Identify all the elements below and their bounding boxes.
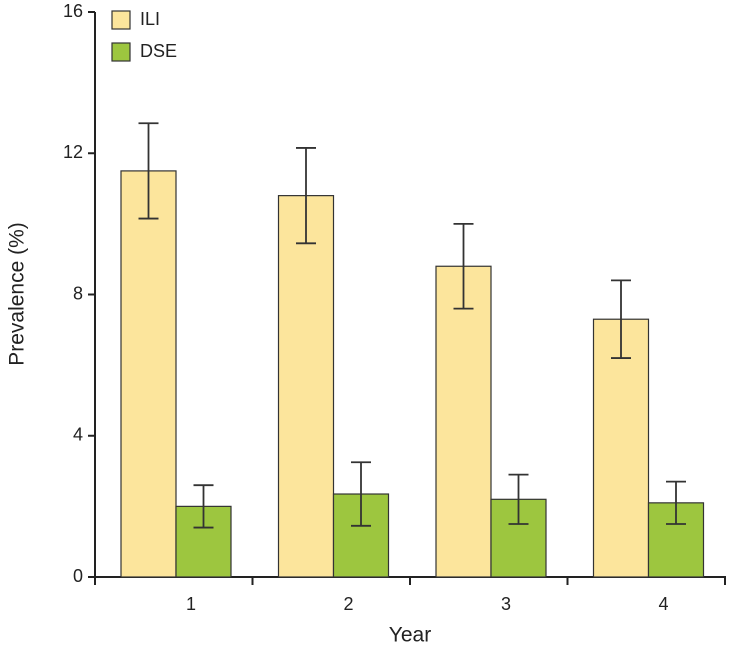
y-tick-label: 4 [73, 425, 83, 445]
error-bar [193, 484, 214, 529]
error-bar [351, 461, 371, 527]
error-bar [508, 473, 529, 525]
legend-swatch [111, 10, 131, 30]
x-axis-label: Year [389, 624, 431, 647]
y-tick-label: 8 [73, 283, 83, 303]
x-tick-label: 2 [343, 594, 353, 614]
x-tick-label: 3 [501, 594, 511, 614]
y-tick-label: 12 [63, 142, 83, 162]
legend-label: ILI [140, 9, 160, 29]
y-axis-label: Prevalence (%) [6, 222, 29, 366]
error-bar [138, 122, 159, 220]
y-tick-label: 0 [73, 566, 83, 586]
error-bar [666, 480, 686, 525]
bar [277, 195, 335, 578]
bar [435, 265, 492, 578]
error-bar [453, 222, 474, 310]
legend-label: DSE [140, 41, 177, 61]
y-tick-label: 16 [63, 1, 83, 21]
error-bar [296, 147, 316, 245]
x-tick-label: 1 [186, 594, 196, 614]
bar [120, 170, 177, 578]
error-bar [611, 279, 631, 359]
legend-swatch [111, 42, 131, 62]
x-tick-label: 4 [658, 594, 668, 614]
